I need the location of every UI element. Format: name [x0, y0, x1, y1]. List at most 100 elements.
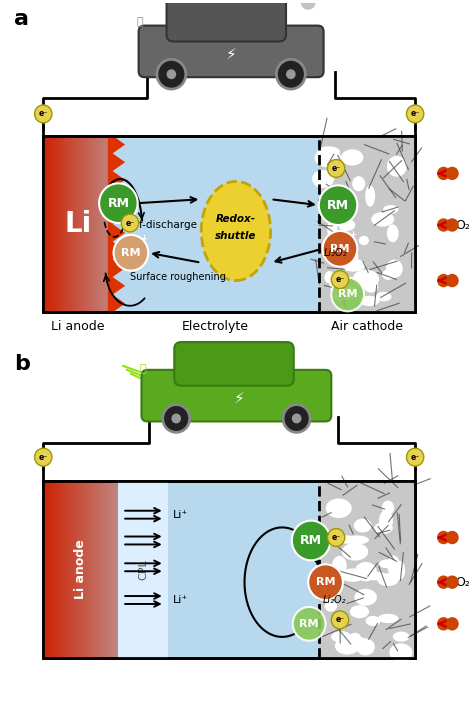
- Ellipse shape: [383, 205, 399, 214]
- Ellipse shape: [390, 643, 412, 662]
- Bar: [71, 135, 72, 312]
- Bar: [112, 135, 113, 312]
- Circle shape: [293, 607, 326, 641]
- Bar: [44, 481, 45, 658]
- Text: O₂: O₂: [456, 218, 471, 232]
- Ellipse shape: [317, 146, 340, 157]
- Bar: [84, 481, 85, 658]
- Ellipse shape: [336, 196, 351, 211]
- Circle shape: [407, 105, 424, 123]
- Circle shape: [292, 413, 301, 423]
- Text: Li: Li: [64, 210, 91, 238]
- Bar: [72, 481, 73, 658]
- Ellipse shape: [341, 259, 365, 272]
- Ellipse shape: [371, 212, 394, 227]
- Bar: [77, 481, 78, 658]
- Text: Self-discharge: Self-discharge: [123, 220, 197, 230]
- Ellipse shape: [329, 274, 340, 293]
- Text: RM: RM: [121, 248, 141, 258]
- Bar: [71, 481, 72, 658]
- Bar: [58, 135, 59, 312]
- Bar: [48, 135, 49, 312]
- Circle shape: [328, 529, 345, 546]
- Bar: [109, 481, 111, 658]
- Bar: [107, 135, 108, 312]
- Bar: [85, 135, 86, 312]
- Bar: [106, 135, 107, 312]
- Bar: [52, 481, 53, 658]
- Ellipse shape: [353, 270, 379, 289]
- Bar: [80, 135, 81, 312]
- Bar: [115, 481, 116, 658]
- Ellipse shape: [334, 536, 360, 543]
- Bar: [65, 135, 66, 312]
- Bar: [54, 135, 55, 312]
- Bar: [91, 135, 92, 312]
- Text: Redox-: Redox-: [216, 214, 256, 224]
- Bar: [106, 481, 107, 658]
- Bar: [76, 135, 77, 312]
- Bar: [51, 135, 52, 312]
- Bar: [86, 135, 87, 312]
- Ellipse shape: [332, 556, 346, 575]
- Bar: [69, 481, 70, 658]
- Circle shape: [35, 105, 52, 123]
- Bar: [82, 481, 83, 658]
- Bar: [67, 135, 68, 312]
- Ellipse shape: [365, 616, 380, 626]
- Text: Electrolyte: Electrolyte: [182, 320, 249, 333]
- Bar: [108, 481, 109, 658]
- Bar: [82, 135, 83, 312]
- Bar: [47, 135, 48, 312]
- Bar: [53, 135, 54, 312]
- Bar: [46, 481, 47, 658]
- Circle shape: [301, 0, 316, 10]
- Bar: [84, 135, 85, 312]
- Bar: [104, 481, 105, 658]
- Bar: [100, 481, 101, 658]
- Text: ⚡: ⚡: [226, 47, 237, 62]
- Bar: [97, 481, 98, 658]
- Bar: [79, 135, 80, 312]
- Ellipse shape: [378, 614, 399, 623]
- Circle shape: [283, 404, 310, 432]
- Bar: [105, 135, 106, 312]
- Ellipse shape: [336, 249, 358, 265]
- Bar: [53, 481, 54, 658]
- Circle shape: [99, 183, 137, 223]
- Ellipse shape: [387, 225, 399, 242]
- Circle shape: [446, 531, 459, 544]
- Bar: [105, 481, 106, 658]
- Text: +: +: [349, 230, 356, 239]
- Ellipse shape: [335, 637, 360, 654]
- Bar: [89, 481, 90, 658]
- Ellipse shape: [327, 220, 337, 240]
- Bar: [66, 481, 67, 658]
- Bar: [59, 135, 60, 312]
- Bar: [94, 481, 95, 658]
- Circle shape: [437, 531, 450, 544]
- Ellipse shape: [345, 536, 369, 545]
- Text: O₂: O₂: [456, 576, 471, 589]
- Circle shape: [323, 231, 357, 267]
- Bar: [50, 481, 51, 658]
- Circle shape: [446, 218, 459, 232]
- Circle shape: [331, 277, 364, 311]
- Bar: [49, 135, 50, 312]
- Circle shape: [35, 448, 52, 466]
- Ellipse shape: [356, 639, 375, 656]
- Bar: [76, 481, 77, 658]
- Bar: [95, 481, 96, 658]
- Ellipse shape: [339, 569, 365, 582]
- Ellipse shape: [359, 296, 380, 306]
- Ellipse shape: [355, 589, 377, 606]
- Bar: [43, 135, 44, 312]
- Bar: [45, 135, 46, 312]
- Bar: [96, 481, 97, 658]
- Bar: [319, 135, 415, 312]
- Bar: [107, 481, 108, 658]
- Ellipse shape: [324, 271, 335, 284]
- Bar: [60, 135, 61, 312]
- Circle shape: [437, 576, 450, 589]
- Text: e⁻: e⁻: [38, 110, 48, 119]
